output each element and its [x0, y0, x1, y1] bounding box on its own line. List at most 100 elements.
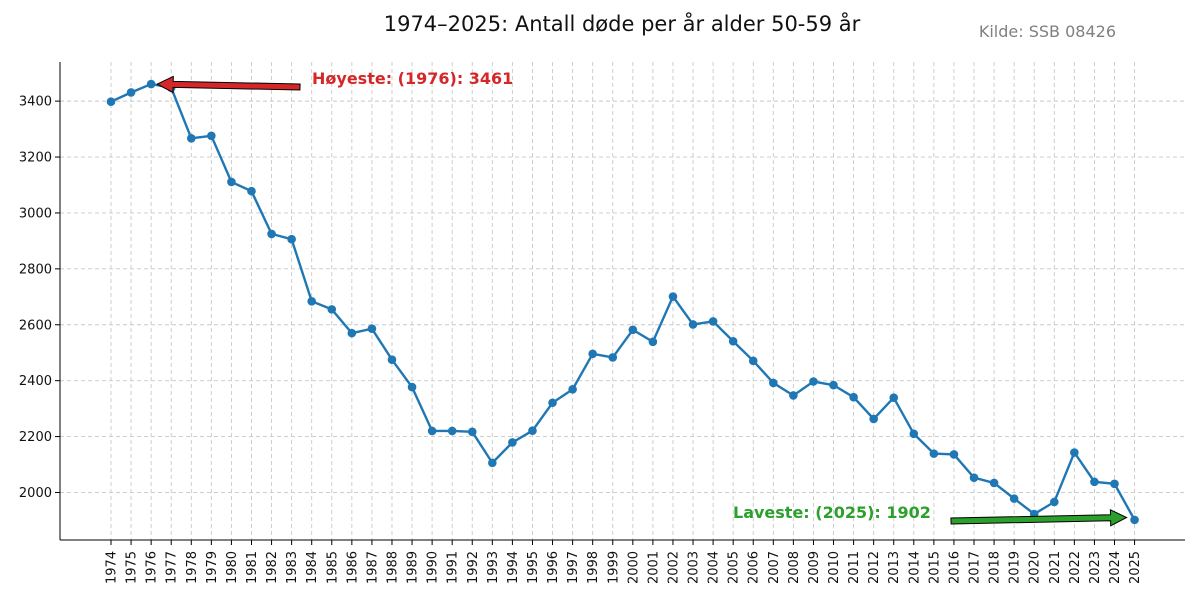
data-point [648, 337, 658, 347]
annotation-label-low: Laveste: (2025): 1902 [733, 503, 931, 522]
data-point [809, 377, 818, 386]
annotation-arrow-low [950, 509, 1128, 527]
chart-title: 1974–2025: Antall døde per år alder 50-5… [383, 12, 861, 36]
x-tick-label: 2010 [827, 551, 842, 584]
series-line [110, 82, 1136, 521]
x-tick-label: 1996 [546, 551, 561, 584]
data-point [1110, 479, 1119, 489]
x-tick-label: 2024 [1108, 551, 1123, 584]
x-tick-label: 2003 [687, 551, 702, 584]
x-tick-label: 2019 [1008, 551, 1023, 584]
x-tick-label: 1988 [385, 551, 400, 584]
x-tick-label: 1994 [506, 551, 521, 584]
data-point [247, 186, 256, 196]
x-tick-label: 1985 [325, 551, 340, 584]
x-tick-label: 2018 [988, 551, 1003, 584]
x-tick-label: 1986 [345, 551, 360, 584]
y-tick-label: 2800 [19, 262, 52, 277]
x-tick-label: 2023 [1088, 551, 1103, 584]
x-tick-label: 2012 [867, 551, 882, 584]
data-point [528, 426, 537, 436]
data-point [508, 438, 517, 447]
data-point [608, 353, 618, 362]
data-point [488, 458, 497, 468]
data-point [387, 355, 397, 365]
x-tick-label: 1984 [305, 551, 320, 584]
data-point [267, 229, 276, 239]
data-point [327, 305, 337, 314]
x-tick-label: 1975 [125, 551, 140, 584]
data-point [126, 88, 136, 97]
data-point [969, 473, 979, 482]
y-tick-label: 2600 [19, 318, 52, 333]
data-point [1049, 497, 1059, 507]
data-point [407, 382, 417, 392]
data-point [628, 325, 638, 335]
y-tick-label: 2000 [19, 486, 52, 501]
x-tick-label: 1998 [586, 551, 601, 584]
data-point [447, 426, 457, 436]
x-tick-label: 2007 [767, 551, 782, 584]
data-point [287, 234, 296, 244]
data-point [949, 450, 959, 459]
data-point [929, 449, 939, 458]
data-point [668, 292, 678, 301]
annotation-arrow-high [155, 75, 301, 94]
data-point [728, 336, 738, 346]
data-point [1090, 477, 1099, 487]
data-point [427, 426, 437, 436]
x-tick-label: 1992 [466, 551, 481, 584]
x-tick-label: 1999 [606, 551, 621, 584]
x-tick-label: 2009 [807, 551, 822, 584]
x-tick-label: 2000 [626, 551, 641, 584]
y-tick-label: 3400 [19, 95, 52, 110]
data-point [307, 296, 317, 306]
x-tick-label: 1974 [105, 551, 120, 584]
x-tick-label: 2021 [1048, 551, 1063, 584]
source-label: Kilde: SSB 08426 [978, 22, 1116, 41]
x-tick-label: 1979 [205, 551, 220, 584]
data-point [708, 317, 718, 326]
x-tick-label: 2020 [1028, 551, 1043, 584]
y-tick-label: 2200 [19, 430, 52, 445]
data-point [227, 177, 236, 187]
x-tick-label: 1978 [185, 551, 200, 584]
x-tick-label: 2002 [666, 551, 681, 584]
data-point [1130, 515, 1139, 525]
data-point [548, 398, 557, 408]
x-tick-label: 1993 [486, 551, 501, 584]
x-tick-label: 2014 [907, 551, 922, 584]
x-tick-label: 1981 [245, 551, 260, 584]
x-tick-label: 1982 [265, 551, 280, 584]
x-tick-label: 2025 [1128, 551, 1143, 584]
annotations: Høyeste: (1976): 3461 Laveste: (2025): 1… [155, 69, 1128, 527]
x-tick-label: 2008 [787, 551, 802, 584]
x-tick-label: 2006 [747, 551, 762, 584]
x-tick-label: 2013 [887, 551, 902, 584]
data-point [588, 349, 597, 359]
x-tick-label: 1990 [426, 551, 441, 584]
data-point [829, 380, 838, 390]
x-tick-label: 1980 [225, 551, 240, 584]
axes [59, 62, 1185, 541]
x-ticks: 1974 1975 1976 1977 1978 1979 1980 1981 1982 1983… [105, 540, 1143, 584]
data-point [989, 478, 999, 488]
x-tick-label: 1976 [145, 551, 160, 584]
y-ticks: 2000 2200 2400 2600 2800 3000 3200 3400 [19, 95, 60, 501]
y-tick-label: 3200 [19, 151, 52, 166]
data-point [769, 378, 778, 388]
grid-lines [60, 62, 1185, 540]
y-tick-label: 3000 [19, 206, 52, 221]
data-point [869, 414, 878, 424]
x-tick-label: 2015 [927, 551, 942, 584]
data-point [367, 324, 377, 333]
x-tick-label: 1991 [446, 551, 461, 584]
x-tick-label: 2022 [1068, 551, 1083, 584]
data-point [568, 385, 577, 394]
data-point [1070, 448, 1079, 457]
data-point [186, 134, 196, 143]
x-tick-label: 1987 [365, 551, 380, 584]
data-point [106, 97, 116, 106]
annotation-label-high: Høyeste: (1976): 3461 [312, 69, 513, 88]
data-point [207, 131, 216, 141]
